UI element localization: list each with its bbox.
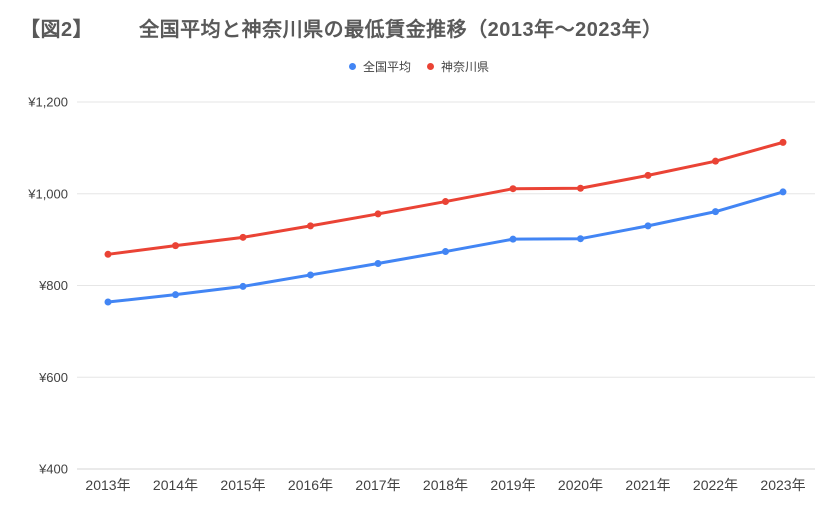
data-point-national-average xyxy=(172,291,179,299)
x-axis-tick-label: 2013年 xyxy=(85,477,130,493)
data-point-national-average xyxy=(577,235,584,243)
chart-legend: 全国平均 神奈川県 xyxy=(0,58,838,75)
y-axis-tick-label: ¥800 xyxy=(38,278,68,293)
x-axis-tick-label: 2019年 xyxy=(490,477,535,493)
x-axis-tick-label: 2018年 xyxy=(423,477,468,493)
y-axis-tick-label: ¥1,200 xyxy=(27,95,68,110)
y-axis-tick-label: ¥600 xyxy=(38,370,68,385)
x-axis-tick-label: 2023年 xyxy=(760,477,805,493)
data-point-kanagawa xyxy=(509,185,517,193)
data-point-kanagawa xyxy=(577,184,584,192)
x-axis-tick-label: 2015年 xyxy=(220,477,265,493)
data-point-national-average xyxy=(712,208,719,216)
legend-marker-dot xyxy=(427,63,434,70)
y-axis-tick-label: ¥400 xyxy=(38,462,68,477)
data-point-national-average xyxy=(644,222,652,230)
data-point-national-average xyxy=(307,271,314,279)
legend-item-kanagawa: 神奈川県 xyxy=(427,58,489,75)
y-axis-tick-label: ¥1,000 xyxy=(27,186,68,201)
chart-title: 全国平均と神奈川県の最低賃金推移（2013年〜2023年） xyxy=(139,19,663,41)
legend-item-label: 全国平均 xyxy=(362,60,411,74)
data-point-national-average xyxy=(779,188,787,196)
figure-header: 【図2】 全国平均と神奈川県の最低賃金推移（2013年〜2023年） xyxy=(20,13,663,42)
x-axis-tick-label: 2021年 xyxy=(625,477,670,493)
data-point-kanagawa xyxy=(374,210,382,218)
data-point-kanagawa xyxy=(172,242,179,250)
data-point-kanagawa xyxy=(442,198,449,206)
figure-tag-label: 【図2】 xyxy=(20,19,94,41)
data-point-national-average xyxy=(104,298,112,306)
data-point-kanagawa xyxy=(779,138,787,146)
data-point-kanagawa xyxy=(307,222,314,230)
x-axis-tick-label: 2017年 xyxy=(355,477,400,493)
data-point-national-average xyxy=(239,282,247,290)
data-point-kanagawa xyxy=(644,171,652,179)
data-point-kanagawa xyxy=(104,250,112,258)
data-point-kanagawa xyxy=(712,157,719,165)
legend-item-national-average: 全国平均 xyxy=(348,58,411,75)
x-axis-tick-label: 2016年 xyxy=(288,477,333,493)
legend-marker-dot xyxy=(348,63,356,70)
legend-item-label: 神奈川県 xyxy=(441,60,490,74)
data-point-national-average xyxy=(442,248,449,256)
x-axis-tick-label: 2014年 xyxy=(153,477,198,493)
data-point-national-average xyxy=(509,235,517,243)
data-point-national-average xyxy=(374,259,382,267)
x-axis-tick-label: 2020年 xyxy=(558,477,603,493)
x-axis-tick-label: 2022年 xyxy=(693,477,738,493)
data-point-kanagawa xyxy=(239,233,247,241)
